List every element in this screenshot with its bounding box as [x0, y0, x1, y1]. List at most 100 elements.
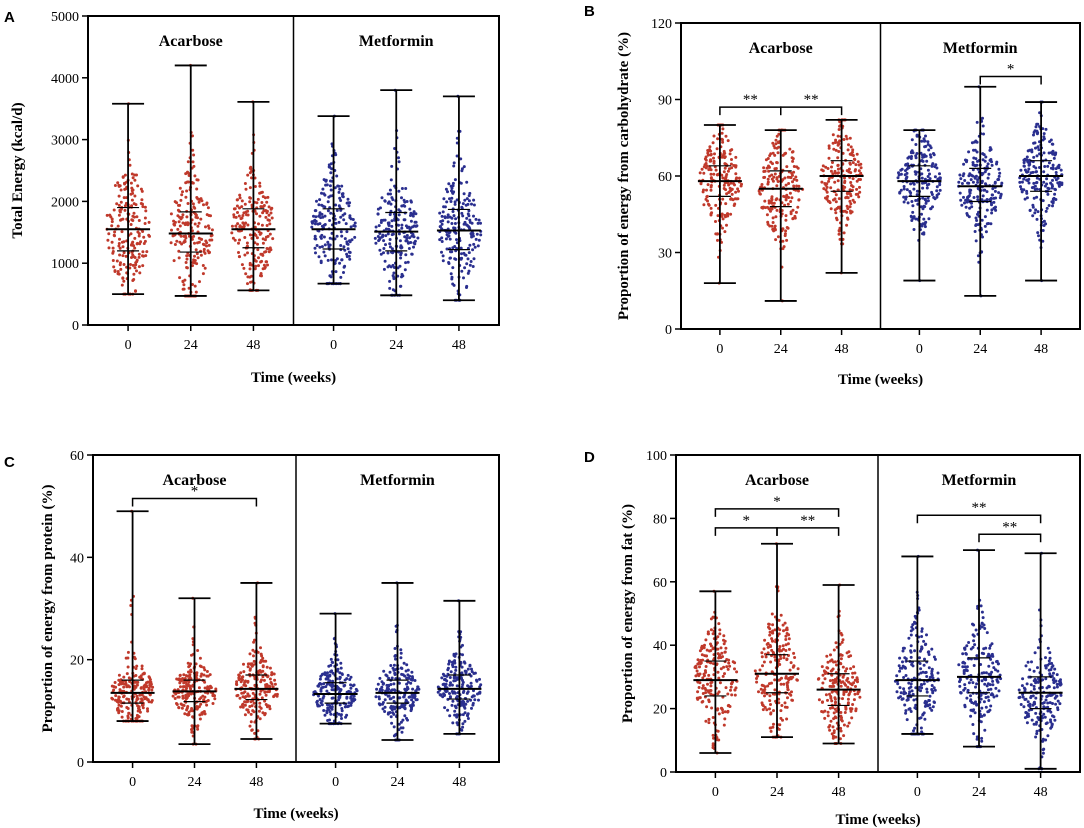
data-point [318, 198, 322, 202]
data-point [833, 171, 837, 175]
data-point [320, 191, 323, 195]
data-point [272, 695, 276, 699]
data-point [844, 134, 848, 138]
data-point [786, 685, 790, 689]
data-point [922, 153, 926, 157]
data-point [846, 697, 850, 701]
data-point [1046, 709, 1050, 712]
data-point [824, 183, 828, 187]
data-point [921, 181, 924, 185]
data-point [724, 177, 728, 181]
data-point [122, 196, 126, 200]
data-point [170, 228, 173, 232]
data-point [764, 655, 768, 659]
data-point [698, 696, 702, 700]
data-point [390, 164, 394, 168]
data-point [338, 187, 342, 191]
data-point [450, 703, 454, 707]
data-point [199, 217, 203, 221]
data-point [957, 180, 961, 184]
data-point [1030, 186, 1034, 190]
data-point [724, 686, 728, 690]
data-point [772, 709, 775, 713]
data-point [1018, 180, 1022, 184]
data-point [768, 207, 772, 211]
data-point [1036, 231, 1040, 235]
data-point [453, 200, 457, 204]
data-point [697, 661, 701, 664]
data-point [202, 243, 206, 247]
data-point [118, 263, 122, 267]
data-point [720, 214, 724, 218]
data-point [763, 705, 767, 709]
data-point [845, 169, 849, 173]
data-point [784, 229, 788, 233]
data-point [181, 696, 185, 700]
data-point [438, 238, 442, 242]
data-point [235, 683, 239, 687]
data-point [721, 655, 724, 659]
data-point [959, 177, 963, 181]
data-point [1034, 208, 1038, 212]
data-point [115, 259, 119, 263]
data-point [374, 695, 378, 699]
data-point [909, 157, 913, 160]
data-point [315, 700, 319, 704]
data-point [785, 628, 789, 632]
data-point [257, 669, 261, 673]
data-point [408, 236, 412, 240]
data-point [414, 212, 418, 216]
data-point [461, 214, 465, 218]
y-tick-label: 0 [665, 323, 672, 338]
data-point [927, 148, 931, 152]
data-point [696, 672, 700, 676]
data-point [786, 642, 790, 646]
data-point [724, 202, 728, 206]
data-point [442, 694, 446, 697]
data-point [833, 677, 837, 681]
data-point [896, 682, 900, 686]
data-point [391, 274, 395, 278]
data-point [966, 195, 970, 199]
data-point [242, 683, 246, 687]
data-point [844, 690, 848, 694]
data-point [471, 248, 475, 252]
data-point [322, 250, 326, 254]
data-point [463, 669, 467, 673]
data-point [330, 682, 334, 686]
data-point [936, 177, 940, 181]
data-point [199, 696, 203, 700]
data-point [319, 682, 323, 686]
data-point [976, 187, 980, 191]
data-point [393, 668, 397, 672]
panel-letter: D [584, 449, 595, 466]
data-point [824, 165, 828, 169]
data-point [981, 124, 985, 128]
data-point [826, 698, 829, 702]
data-point [198, 713, 202, 717]
data-point [901, 649, 905, 653]
data-point [971, 723, 975, 726]
data-point [772, 722, 775, 726]
data-point [925, 186, 929, 190]
data-point [253, 267, 257, 271]
data-point [1022, 159, 1026, 163]
data-point [997, 174, 1001, 178]
data-point [453, 661, 457, 665]
data-point [326, 258, 330, 262]
data-point [973, 711, 977, 715]
data-point [397, 213, 401, 217]
data-point [919, 683, 923, 686]
data-point [914, 703, 918, 707]
data-point [834, 140, 838, 144]
group-label-acarbose: Acarbose [749, 40, 813, 57]
data-point [921, 207, 925, 211]
data-point [976, 159, 979, 163]
data-point [261, 253, 265, 257]
data-points-acarbose-0 [693, 589, 739, 755]
data-point [736, 187, 740, 191]
data-point [846, 207, 850, 211]
data-point [980, 610, 984, 614]
data-point [788, 191, 792, 195]
data-point [331, 696, 335, 700]
